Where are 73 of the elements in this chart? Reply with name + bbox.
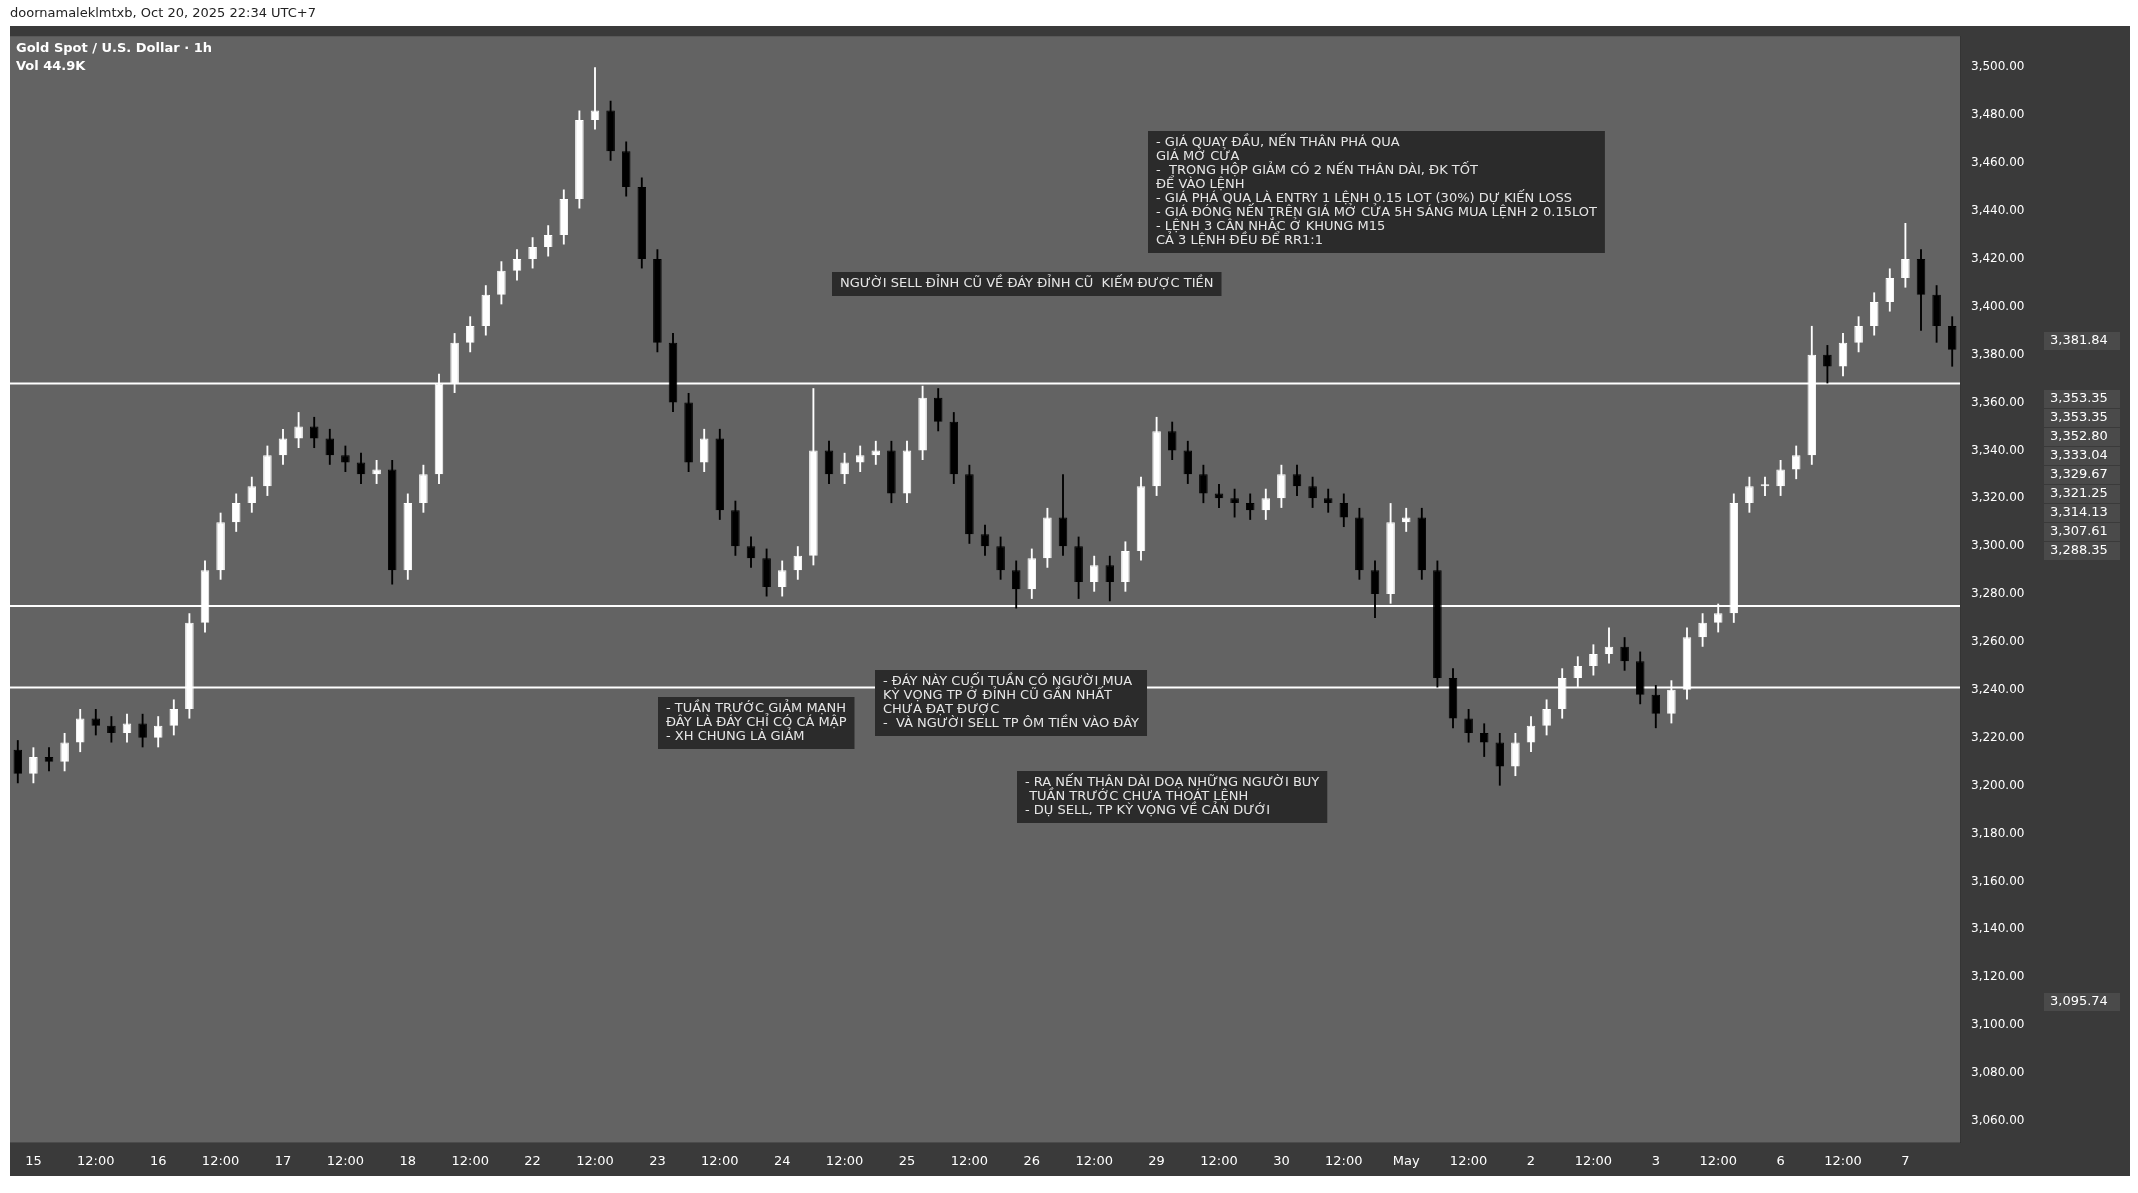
y-tick-label: 3,280.00	[1971, 586, 2025, 601]
text: 3,352.80	[2050, 428, 2108, 444]
x-tick-label: 12:00	[1824, 1152, 1862, 1168]
x-tick-label: 7	[1901, 1152, 1910, 1168]
x-tick-label: 17	[274, 1152, 292, 1168]
y-tick-label: 3,060.00	[1971, 1112, 2025, 1127]
x-tick-label: 15	[25, 1152, 42, 1168]
x-tick-label: 6	[1776, 1152, 1785, 1168]
text: 3,307.61	[2050, 523, 2108, 539]
y-tick-label: 3,460.00	[1971, 155, 2025, 170]
chart-title: Gold Spot / U.S. Dollar · 1h	[16, 40, 212, 56]
annotation: - ĐÁY NÀY CUỐI TUẦN CÓ NGƯỜI MUA KỲ VỌNG TP Ở ĐỈNH CŨ GẦN NHẤT CHƯA ĐẠT ĐƯỢC - VÀ NGƯỜI SELL TP ÔM TIỀN VÀO ĐÂY	[883, 671, 1140, 730]
y-tick-label: 3,380.00	[1971, 346, 2025, 361]
y-tick-label: 3,260.00	[1971, 634, 2025, 649]
x-tick-label: 16	[149, 1152, 167, 1168]
x-tick-label: 12:00	[950, 1152, 989, 1168]
x-tick-label: 12:00	[576, 1152, 614, 1168]
text: 3,329.67	[2050, 466, 2108, 482]
text: 3,095.74	[2050, 993, 2108, 1009]
x-tick-label: 3	[1651, 1152, 1660, 1168]
annotation: - TUẦN TRƯỚC GIẢM MẠNH ĐÂY LÀ ĐÁY CHỈ CÓ CÁ MẬP - XH CHUNG LÀ GIẢM	[666, 698, 847, 743]
x-tick-label: 12:00	[201, 1152, 240, 1168]
y-tick-label: 3,480.00	[1971, 107, 2025, 122]
text: 3,321.25	[2050, 485, 2108, 501]
x-tick-label: 12:00	[1699, 1152, 1737, 1168]
x-tick-label: May	[1392, 1152, 1420, 1168]
y-tick-label: 3,400.00	[1971, 298, 2025, 313]
annotation: NGƯỜI SELL ĐỈNH CŨ VỀ ĐÁY ĐỈNH CŨ KIẾM ĐƯỢC TIỀN	[840, 273, 1214, 290]
y-tick-label: 3,360.00	[1971, 394, 2025, 409]
x-tick-label: 25	[898, 1152, 916, 1168]
x-tick-label: 12:00	[1075, 1152, 1113, 1168]
x-tick-label: 2	[1526, 1152, 1536, 1168]
y-tick-label: 3,500.00	[1971, 59, 2025, 74]
y-tick-label: 3,100.00	[1971, 1017, 2025, 1032]
y-tick-label: 3,160.00	[1971, 873, 2025, 888]
text: 3,314.13	[2050, 504, 2108, 520]
x-tick-label: 22	[524, 1152, 541, 1168]
x-tick-label: 12:00	[1325, 1152, 1363, 1168]
y-tick-label: 3,240.00	[1971, 681, 2025, 696]
x-tick-label: 12:00	[1449, 1152, 1488, 1168]
y-tick-label: 3,140.00	[1971, 921, 2025, 936]
y-tick-label: 3,080.00	[1971, 1065, 2025, 1080]
y-tick-label: 3,440.00	[1971, 203, 2025, 218]
text: 3,353.35	[2050, 390, 2108, 406]
x-tick-label: 12:00	[77, 1152, 115, 1168]
x-tick-label: 18	[399, 1152, 417, 1168]
x-tick-label: 26	[1023, 1152, 1041, 1168]
x-tick-label: 24	[773, 1152, 791, 1168]
x-tick-label: 12:00	[326, 1152, 365, 1168]
x-tick-label: 30	[1273, 1152, 1290, 1168]
x-tick-label: 12:00	[701, 1152, 739, 1168]
y-tick-label: 3,300.00	[1971, 538, 2025, 553]
x-tick-label: 12:00	[1200, 1152, 1238, 1168]
text: 3,381.84	[2050, 332, 2108, 348]
text: 3,333.04	[2050, 447, 2108, 463]
text: Vol 44.9K	[16, 58, 87, 74]
y-tick-label: 3,220.00	[1971, 729, 2025, 744]
annotation: - RA NẾN THÂN DÀI DOẠ NHỮNG NGƯỜI BUY TUẦN TRƯỚC CHƯA THOÁT LỆNH - DỤ SELL, TP KỲ VỌNG VỀ CẢN DƯỚI	[1025, 772, 1320, 817]
y-tick-label: 3,120.00	[1971, 969, 2025, 984]
x-tick-label: 29	[1148, 1152, 1165, 1168]
y-tick-label: 3,200.00	[1971, 777, 2025, 792]
text: 3,353.35	[2050, 409, 2108, 425]
y-tick-label: 3,420.00	[1971, 251, 2025, 265]
y-tick-label: 3,340.00	[1971, 442, 2025, 457]
x-tick-label: 12:00	[451, 1152, 489, 1168]
text: doornamaleklmtxb, Oct 20, 2025 22:34 UTC+7	[9, 4, 317, 22]
y-tick-label: 3,180.00	[1971, 825, 2025, 840]
annotation: - GIÁ QUAY ĐẦU, NẾN THÂN PHÁ QUA GIÁ MỞ CỬA - TRONG HỘP GIẢM CÓ 2 NẾN THÂN DÀI, ĐK TỐT ĐỂ VÀO LỆNH - GIÁ PHÁ QUA LÀ ENTRY 1 LỆNH 0.15 LOT (30%) DỰ KIẾN LOSS - GIÁ ĐÓNG NẾN TRÊN GIÁ MỞ CỬA 5H SÁNG MUA LỆNH 2 0.15LOT - LỆNH 3 CÂN NHẮC Ở KHUNG M15 CẢ 3 LỆNH ĐỀU ĐỂ RR1:1	[1156, 132, 1597, 247]
y-tick-label: 3,320.00	[1971, 490, 2025, 505]
x-tick-label: 23	[649, 1152, 666, 1168]
x-tick-label: 12:00	[1574, 1152, 1613, 1168]
x-tick-label: 12:00	[825, 1152, 864, 1168]
text: 3,288.35	[2050, 542, 2108, 558]
